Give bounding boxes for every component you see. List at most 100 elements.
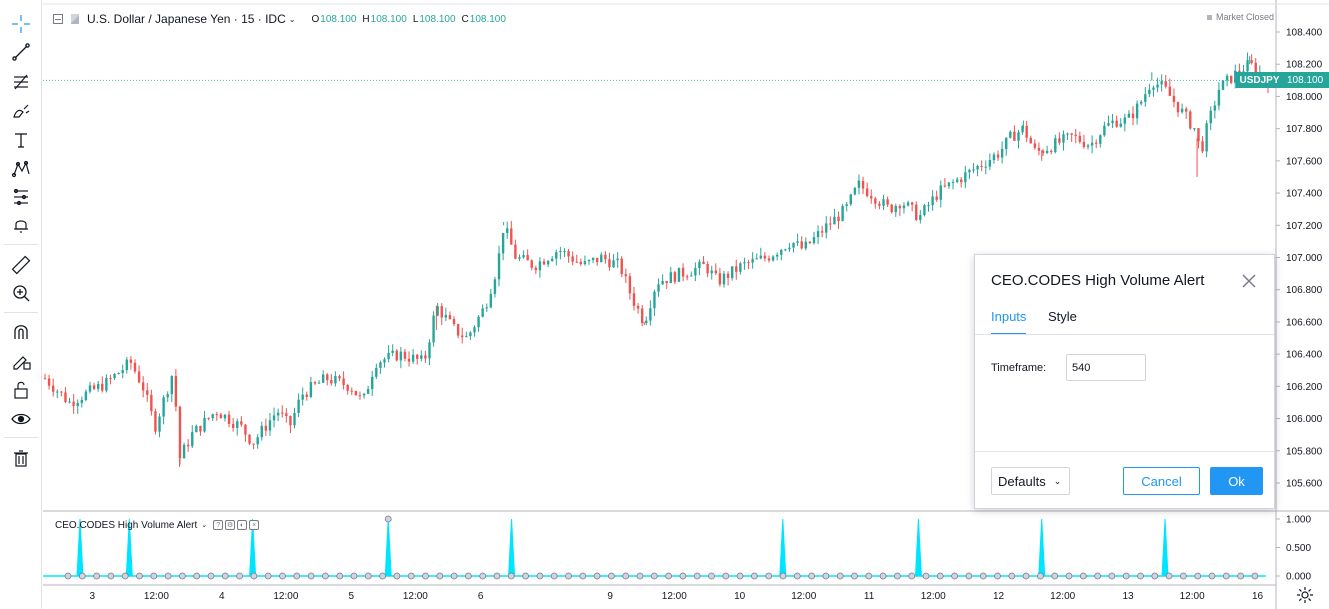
candle-body (1054, 138, 1057, 153)
candle-body (616, 258, 619, 261)
text-icon[interactable] (6, 126, 36, 154)
tab-style[interactable]: Style (1048, 309, 1077, 324)
pattern-icon[interactable] (6, 155, 36, 183)
defaults-dropdown[interactable]: Defaults ⌄ (991, 467, 1070, 495)
chart-settings-gear-icon[interactable] (1294, 584, 1316, 606)
candle-body (931, 196, 934, 206)
indicator-dot (407, 572, 415, 580)
candle-body (526, 255, 529, 261)
indicator-title[interactable]: CEO.CODES High Volume Alert (55, 519, 198, 531)
defaults-label: Defaults (998, 473, 1046, 489)
candle-body (1005, 137, 1008, 149)
indicator-dot (979, 572, 987, 580)
indicator-visibility-icon[interactable]: ◐ (237, 520, 248, 530)
indicator-dot (908, 572, 916, 580)
time-tick-label: 12:00 (403, 591, 428, 602)
candle-body (1045, 150, 1049, 153)
candle-body (444, 315, 448, 318)
candle-body (612, 260, 615, 268)
alert-icon[interactable] (6, 211, 36, 239)
tab-inputs[interactable]: Inputs (991, 309, 1027, 335)
candle-body (489, 293, 493, 308)
chevron-down-icon[interactable]: ⌄ (288, 14, 296, 24)
indicator-remove-icon[interactable]: × (249, 520, 260, 530)
timeframe-input[interactable] (1066, 354, 1146, 381)
close-icon[interactable] (1240, 272, 1258, 290)
toolbar-divider (4, 437, 38, 438)
candle-body (743, 262, 746, 264)
candle-body (1225, 75, 1229, 81)
indicator-help-icon[interactable]: ? (213, 520, 224, 530)
candle-body (1250, 60, 1253, 63)
candle-body (162, 397, 165, 417)
candle-body (366, 389, 370, 394)
fib-retracement-icon[interactable] (6, 68, 36, 96)
candle-body (939, 185, 942, 200)
collapse-legend-icon[interactable] (53, 14, 63, 24)
candle-body (1025, 125, 1028, 138)
indicator-dot (608, 572, 615, 580)
candle-body (199, 425, 202, 432)
magnet-icon[interactable] (6, 318, 36, 346)
candle-body (800, 241, 803, 249)
cancel-button[interactable]: Cancel (1123, 467, 1200, 495)
indicator-dot (879, 572, 887, 580)
candle-body (555, 252, 558, 259)
crosshair-icon[interactable] (6, 10, 36, 38)
price-tick-label: 106.200 (1286, 382, 1323, 393)
candle-body (1131, 113, 1135, 119)
indicator-dot (593, 572, 601, 580)
indicator-dot (307, 572, 315, 580)
candle-body (96, 383, 100, 389)
candle-body (1074, 134, 1077, 136)
indicator-settings-icon[interactable]: ⚙ (225, 520, 236, 530)
chevron-down-icon[interactable]: ⌄ (201, 522, 208, 529)
tab-divider (975, 334, 1274, 335)
eye-icon[interactable] (6, 405, 36, 433)
ok-button[interactable]: Ok (1210, 467, 1263, 495)
lock-icon[interactable] (6, 376, 36, 404)
stay-in-drawing-mode-icon[interactable] (6, 347, 36, 375)
candle-body (72, 401, 75, 407)
time-tick-label: 12:00 (144, 591, 169, 602)
candle-body (1140, 101, 1143, 104)
candle-body (137, 371, 141, 383)
price-tick-label: 106.600 (1286, 317, 1323, 328)
candle-body (456, 324, 460, 336)
trash-icon[interactable] (6, 444, 36, 472)
indicator-dot (836, 572, 844, 580)
zoom-in-icon[interactable] (6, 279, 36, 307)
candle-body (550, 258, 554, 261)
candle-body (358, 395, 362, 397)
prediction-icon[interactable] (6, 183, 36, 211)
chevron-down-icon: ⌄ (1053, 475, 1062, 486)
candle-body (436, 306, 439, 316)
candle-body (669, 272, 673, 284)
candle-body (816, 231, 820, 238)
indicator-dot (493, 572, 501, 580)
indicator-dot (136, 572, 143, 580)
candle-body (829, 223, 832, 225)
candle-body (1234, 70, 1237, 83)
candle-body (767, 258, 771, 261)
candle-body (845, 204, 848, 206)
symbol-title[interactable]: U.S. Dollar / Japanese Yen · 15 · IDC (87, 12, 286, 26)
indicator-dot (193, 572, 201, 580)
candle-body (174, 375, 178, 407)
indicator-tick-label: 0.500 (1286, 543, 1311, 554)
price-tick-label: 105.800 (1286, 446, 1323, 457)
candle-body (722, 273, 726, 285)
chart-container[interactable]: 108.400 108.200 108.000 107.800 107.600 107.4… (43, 0, 1329, 609)
indicator-tick-label: 1.000 (1286, 515, 1311, 526)
candle-body (1164, 81, 1167, 87)
trend-line-icon[interactable] (6, 38, 36, 66)
candle-body (620, 258, 623, 275)
brush-icon[interactable] (6, 97, 36, 125)
dialog-title: CEO.CODES High Volume Alert (991, 272, 1205, 289)
candle-body (714, 270, 718, 274)
ruler-icon[interactable] (6, 251, 36, 279)
candle-body (1058, 138, 1061, 143)
candle-body (182, 444, 186, 459)
candle-body (158, 416, 161, 432)
candle-body (260, 425, 263, 438)
